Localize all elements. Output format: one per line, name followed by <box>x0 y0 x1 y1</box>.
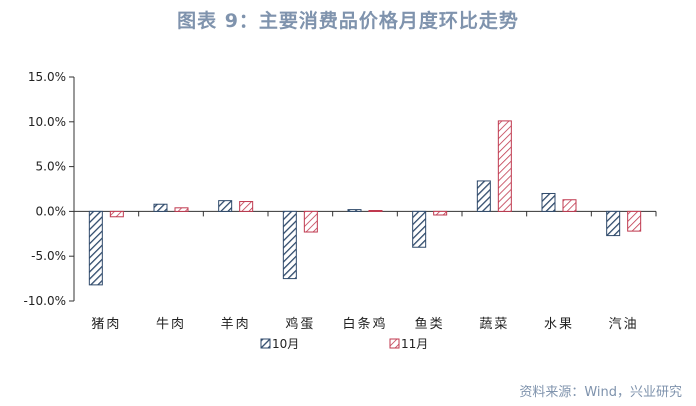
x-category-label: 鸡蛋 <box>285 316 315 332</box>
bar-series2-3 <box>303 210 318 233</box>
bar-series1-8 <box>606 210 621 237</box>
x-category-label: 鱼类 <box>415 316 445 332</box>
bar-series2-0 <box>109 210 124 218</box>
bar-series2-2 <box>239 201 254 212</box>
source-note: 资料来源：Wind，兴业研究 <box>519 385 682 400</box>
legend-label-2: 11月 <box>401 337 428 351</box>
x-category-label: 白条鸡 <box>342 316 387 332</box>
chart-title: 图表 9：主要消费品价格月度环比走势 <box>177 10 519 32</box>
y-tick-label: 0.0% <box>36 204 67 218</box>
x-category-label: 猪肉 <box>91 317 121 332</box>
legend-swatch-1 <box>260 338 271 349</box>
bar-series1-2 <box>218 200 233 212</box>
y-tick-label: 5.0% <box>36 160 67 174</box>
bar-series1-4 <box>347 209 362 212</box>
y-tick-label: -5.0% <box>31 249 66 263</box>
y-tick-label: -10.0% <box>24 294 66 308</box>
x-category-label: 牛肉 <box>156 317 186 332</box>
bar-series1-0 <box>88 210 103 286</box>
legend-label-1: 10月 <box>272 337 299 351</box>
bar-series2-7 <box>562 199 577 212</box>
bar-series1-3 <box>282 210 297 280</box>
x-category-label: 汽油 <box>609 317 639 332</box>
bar-series2-1 <box>174 207 189 212</box>
x-category-label: 水果 <box>544 317 574 332</box>
x-category-label: 蔬菜 <box>479 317 509 332</box>
bar-series1-1 <box>153 203 168 212</box>
legend-swatch-2 <box>389 338 400 349</box>
bar-series1-5 <box>412 210 427 248</box>
bar-series2-8 <box>627 210 642 232</box>
bar-series1-6 <box>476 180 491 212</box>
y-tick-label: 15.0% <box>28 70 66 84</box>
bar-series2-6 <box>497 120 512 212</box>
bar-series2-4 <box>368 210 383 213</box>
x-category-label: 羊肉 <box>221 316 251 332</box>
y-tick-label: 10.0% <box>28 115 66 129</box>
bar-series2-5 <box>433 210 448 216</box>
bar-series1-7 <box>541 192 556 212</box>
